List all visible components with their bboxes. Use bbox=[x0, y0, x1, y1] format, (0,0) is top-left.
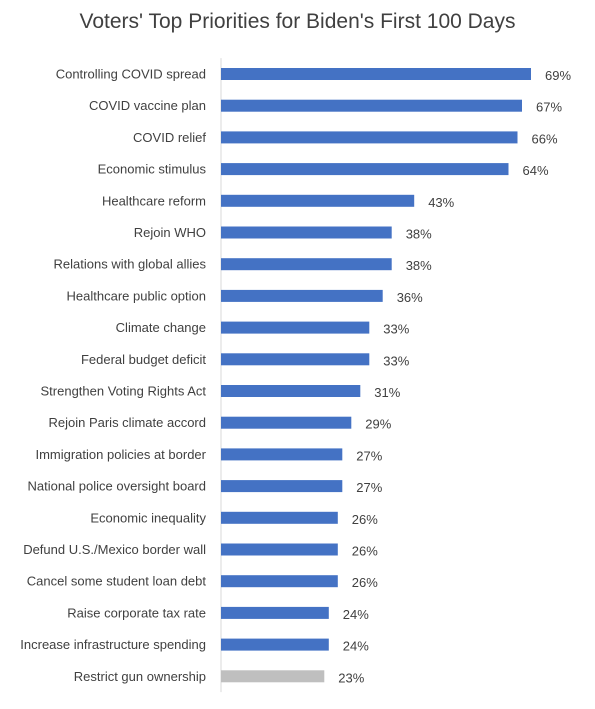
bar bbox=[221, 606, 329, 619]
category-labels-group: Controlling COVID spread COVID vaccine pl… bbox=[20, 67, 206, 684]
bar bbox=[221, 131, 518, 144]
category-label: Increase infrastructure spending bbox=[20, 637, 206, 652]
value-label: 27% bbox=[356, 480, 382, 495]
bar bbox=[221, 289, 383, 302]
category-label: COVID relief bbox=[133, 130, 206, 145]
value-label: 26% bbox=[352, 544, 378, 559]
value-label: 43% bbox=[428, 195, 454, 210]
category-label: Healthcare public option bbox=[67, 288, 206, 303]
bar bbox=[221, 543, 338, 556]
bars-group bbox=[221, 68, 531, 683]
category-label: Raise corporate tax rate bbox=[67, 605, 206, 620]
bar bbox=[221, 258, 392, 271]
value-label: 69% bbox=[545, 68, 571, 83]
bar bbox=[221, 511, 338, 524]
value-label: 31% bbox=[374, 385, 400, 400]
category-label: Federal budget deficit bbox=[81, 352, 206, 367]
bar bbox=[221, 448, 343, 461]
bar bbox=[221, 416, 352, 429]
category-label: Cancel some student loan debt bbox=[27, 574, 207, 589]
category-label: Climate change bbox=[116, 320, 206, 335]
category-label: Rejoin WHO bbox=[134, 225, 206, 240]
bar bbox=[221, 321, 370, 334]
bar bbox=[221, 353, 370, 366]
category-label: Economic inequality bbox=[90, 510, 206, 525]
category-label: Strengthen Voting Rights Act bbox=[41, 384, 207, 399]
bar bbox=[221, 575, 338, 588]
value-label: 66% bbox=[532, 131, 558, 146]
category-label: Relations with global allies bbox=[54, 257, 207, 272]
value-label: 38% bbox=[406, 258, 432, 273]
value-label: 33% bbox=[383, 322, 409, 337]
bar bbox=[221, 638, 329, 651]
bar bbox=[221, 385, 361, 397]
bar bbox=[221, 480, 343, 493]
bar bbox=[221, 226, 392, 239]
category-label: COVID vaccine plan bbox=[89, 98, 206, 113]
value-label: 29% bbox=[365, 417, 391, 432]
value-label: 26% bbox=[352, 575, 378, 590]
value-labels-group: 69% 67% 66% 64% 43% 38% 38% 36% 33% 33% 31% 29% 27% 2… bbox=[338, 68, 571, 685]
chart-title: Voters' Top Priorities for Biden's First… bbox=[79, 10, 516, 33]
category-label: Economic stimulus bbox=[98, 162, 207, 177]
value-label: 36% bbox=[397, 290, 423, 305]
value-label: 26% bbox=[352, 512, 378, 527]
bar bbox=[221, 670, 325, 683]
bar bbox=[221, 68, 531, 80]
bar bbox=[221, 194, 415, 207]
value-label: 64% bbox=[523, 163, 549, 178]
category-label: Rejoin Paris climate accord bbox=[48, 415, 206, 430]
value-label: 67% bbox=[536, 100, 562, 115]
bar bbox=[221, 163, 509, 176]
category-label: Defund U.S./Mexico border wall bbox=[23, 542, 206, 557]
value-label: 24% bbox=[343, 639, 369, 654]
category-label: Restrict gun ownership bbox=[74, 669, 206, 684]
value-label: 24% bbox=[343, 607, 369, 622]
category-label: Immigration policies at border bbox=[35, 447, 206, 462]
category-label: National police oversight board bbox=[28, 479, 207, 494]
value-label: 23% bbox=[338, 670, 364, 685]
category-label: Controlling COVID spread bbox=[56, 67, 206, 82]
bar bbox=[221, 99, 522, 112]
category-label: Healthcare reform bbox=[102, 193, 206, 208]
value-label: 38% bbox=[406, 227, 432, 242]
value-label: 33% bbox=[383, 353, 409, 368]
value-label: 27% bbox=[356, 448, 382, 463]
